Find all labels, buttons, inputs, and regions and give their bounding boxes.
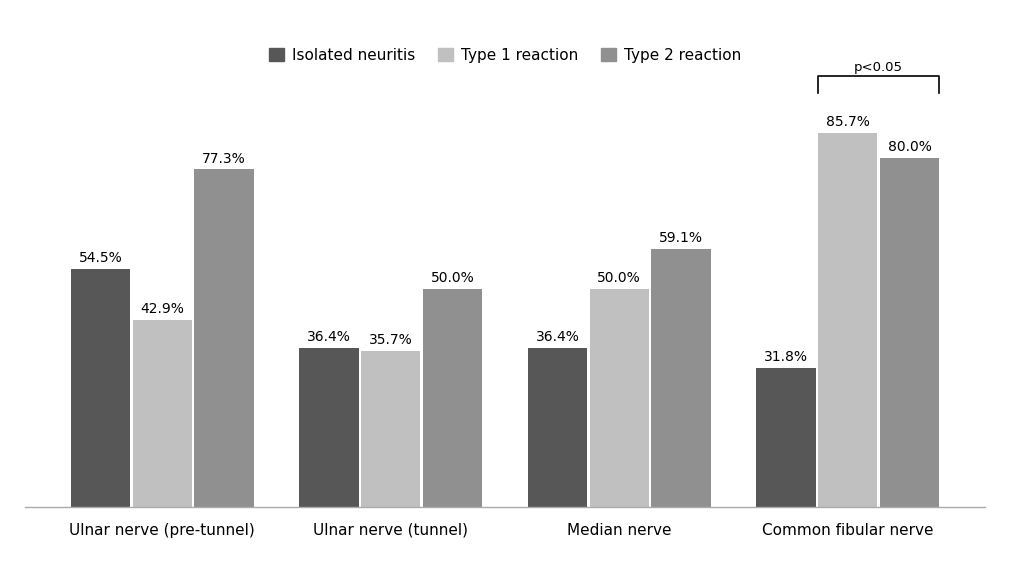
Bar — [651, 249, 711, 506]
Bar — [818, 133, 878, 506]
Text: 54.5%: 54.5% — [79, 252, 122, 266]
Bar — [423, 289, 482, 506]
Text: 77.3%: 77.3% — [202, 152, 245, 166]
Bar — [528, 348, 587, 506]
Text: 42.9%: 42.9% — [140, 302, 184, 316]
Text: 50.0%: 50.0% — [430, 271, 475, 285]
Bar — [299, 348, 359, 506]
Bar — [132, 320, 192, 506]
Legend: Isolated neuritis, Type 1 reaction, Type 2 reaction: Isolated neuritis, Type 1 reaction, Type… — [265, 43, 745, 67]
Text: 36.4%: 36.4% — [535, 331, 580, 345]
Text: 35.7%: 35.7% — [369, 333, 413, 347]
Bar — [756, 368, 816, 506]
Bar — [194, 169, 254, 506]
Text: 85.7%: 85.7% — [826, 115, 870, 129]
Bar — [880, 157, 939, 506]
Text: 59.1%: 59.1% — [659, 231, 703, 245]
Text: 36.4%: 36.4% — [307, 331, 350, 345]
Bar — [590, 289, 649, 506]
Text: 80.0%: 80.0% — [888, 140, 931, 154]
Bar — [71, 269, 130, 506]
Bar — [361, 351, 420, 506]
Text: p<0.05: p<0.05 — [854, 61, 903, 74]
Text: 31.8%: 31.8% — [765, 350, 808, 364]
Text: 50.0%: 50.0% — [597, 271, 641, 285]
